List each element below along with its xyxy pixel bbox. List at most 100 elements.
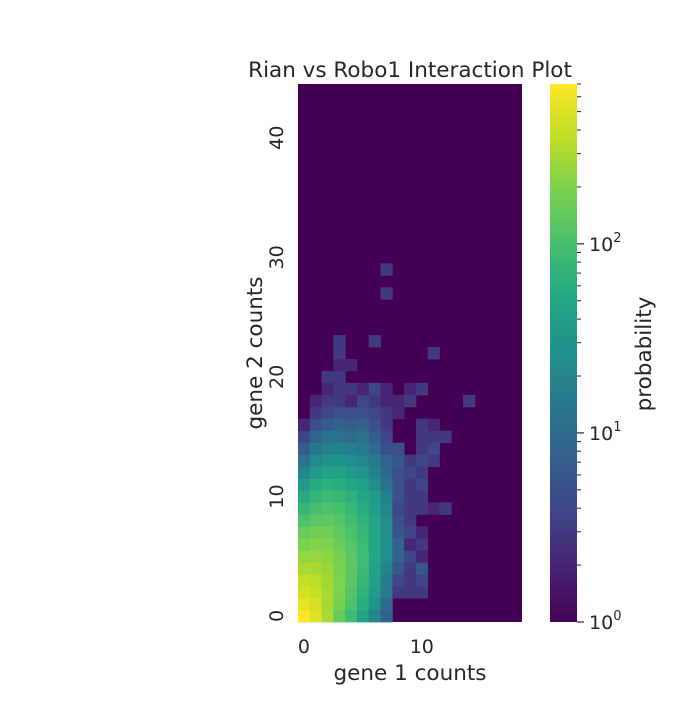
heatmap-cell [404, 490, 417, 503]
heatmap-cell [321, 442, 334, 456]
heatmap-cell [368, 526, 381, 539]
heatmap-cell [380, 394, 393, 408]
heatmap-cell [427, 430, 440, 444]
heatmap-cell [333, 358, 346, 372]
heatmap-cell [380, 574, 393, 587]
heatmap-cell [356, 466, 370, 479]
heatmap-cell [333, 538, 346, 551]
heatmap-cell [309, 550, 322, 563]
heatmap-cell [392, 442, 405, 456]
y-axis-ticks: 0 10 20 30 40 [266, 126, 288, 622]
heatmap-cell [321, 538, 334, 551]
heatmap-cell [427, 418, 440, 432]
heatmap-cell [356, 430, 370, 444]
heatmap-cell [298, 538, 311, 551]
heatmap-cell [345, 418, 358, 432]
heatmap-cell [333, 478, 346, 491]
heatmap-cell [368, 466, 381, 479]
heatmap-cell [298, 514, 311, 527]
heatmap-cell [345, 598, 358, 611]
heatmap-cell [463, 394, 476, 408]
heatmap-cell [333, 490, 346, 503]
heatmap-cell [309, 526, 322, 539]
colorbar-tick-label: 100 [589, 609, 621, 634]
heatmap-cell [321, 454, 334, 467]
heatmap-cell [309, 394, 322, 408]
heatmap-cell [309, 454, 322, 467]
heatmap-cell [392, 574, 405, 587]
heatmap-cell [439, 430, 452, 444]
heatmap-cell [309, 610, 322, 623]
heatmap-cell [333, 550, 346, 563]
heatmap-cell [309, 418, 322, 432]
heatmap-cell [368, 454, 381, 467]
heatmap-cell [298, 466, 311, 479]
heatmap-cell [333, 586, 346, 599]
heatmap-cell [356, 562, 370, 575]
heatmap-cell [404, 550, 417, 563]
heatmap-cell [333, 514, 346, 527]
heatmap-cell [368, 514, 381, 527]
heatmap-cell [309, 562, 322, 575]
heatmap-cell [427, 454, 440, 467]
heatmap-cell [298, 574, 311, 587]
x-axis-ticks: 0 10 [298, 636, 434, 658]
heatmap-cell [321, 598, 334, 611]
colorbar: 100 101 102 probability [550, 83, 657, 634]
heatmap-cell [356, 418, 370, 432]
heatmap-cell [309, 502, 322, 515]
heatmap-cell [321, 526, 334, 539]
y-tick-label: 20 [266, 365, 288, 389]
heatmap-cell [415, 526, 429, 539]
heatmap-cell [321, 370, 334, 384]
heatmap-cell [380, 526, 393, 539]
heatmap-cell [309, 442, 322, 456]
heatmap-cell [298, 598, 311, 611]
colorbar-tick-label: 102 [589, 231, 621, 256]
heatmap-cell [321, 430, 334, 444]
heatmap-cell [356, 574, 370, 587]
heatmap-cell [368, 394, 381, 408]
heatmap-cell [392, 514, 405, 527]
heatmap-cell [392, 562, 405, 575]
heatmap-cell [321, 490, 334, 503]
heatmap-cell [356, 490, 370, 503]
heatmap-cell [356, 478, 370, 491]
heatmap-cell [333, 418, 346, 432]
heatmap-cell [298, 478, 311, 491]
heatmap-cell [404, 526, 417, 539]
x-tick-label: 0 [298, 636, 310, 658]
heatmap-cell [380, 466, 393, 479]
heatmap-cell [392, 466, 405, 479]
heatmap-cell [392, 406, 405, 420]
heatmap-cell [333, 394, 346, 408]
heatmap-cell [333, 370, 346, 384]
heatmap-cell [345, 586, 358, 599]
heatmap-cell [368, 406, 381, 420]
heatmap-cell [321, 610, 334, 623]
heatmap-cell [368, 335, 381, 348]
heatmap-cell [415, 490, 429, 503]
heatmap-cell [415, 478, 429, 491]
heatmap-cell [321, 562, 334, 575]
heatmap-cell [298, 526, 311, 539]
y-tick-label: 40 [266, 126, 288, 150]
heatmap-cell [321, 586, 334, 599]
colorbar-label: probability [632, 296, 657, 411]
heatmap-cell [380, 287, 393, 300]
heatmap-cell [356, 394, 370, 408]
heatmap-cell [415, 442, 429, 456]
heatmap-cell [404, 394, 417, 408]
heatmap-cell [298, 442, 311, 456]
heatmap-cell [321, 466, 334, 479]
heatmap-cell [345, 490, 358, 503]
heatmap-cell [333, 502, 346, 515]
heatmap-cell [368, 382, 381, 396]
heatmap-cell [321, 502, 334, 515]
heatmap-cell [427, 442, 440, 456]
heatmap-cell [309, 490, 322, 503]
colorbar-gradient [550, 84, 577, 622]
heatmap-cell [380, 562, 393, 575]
heatmap-cell [309, 586, 322, 599]
